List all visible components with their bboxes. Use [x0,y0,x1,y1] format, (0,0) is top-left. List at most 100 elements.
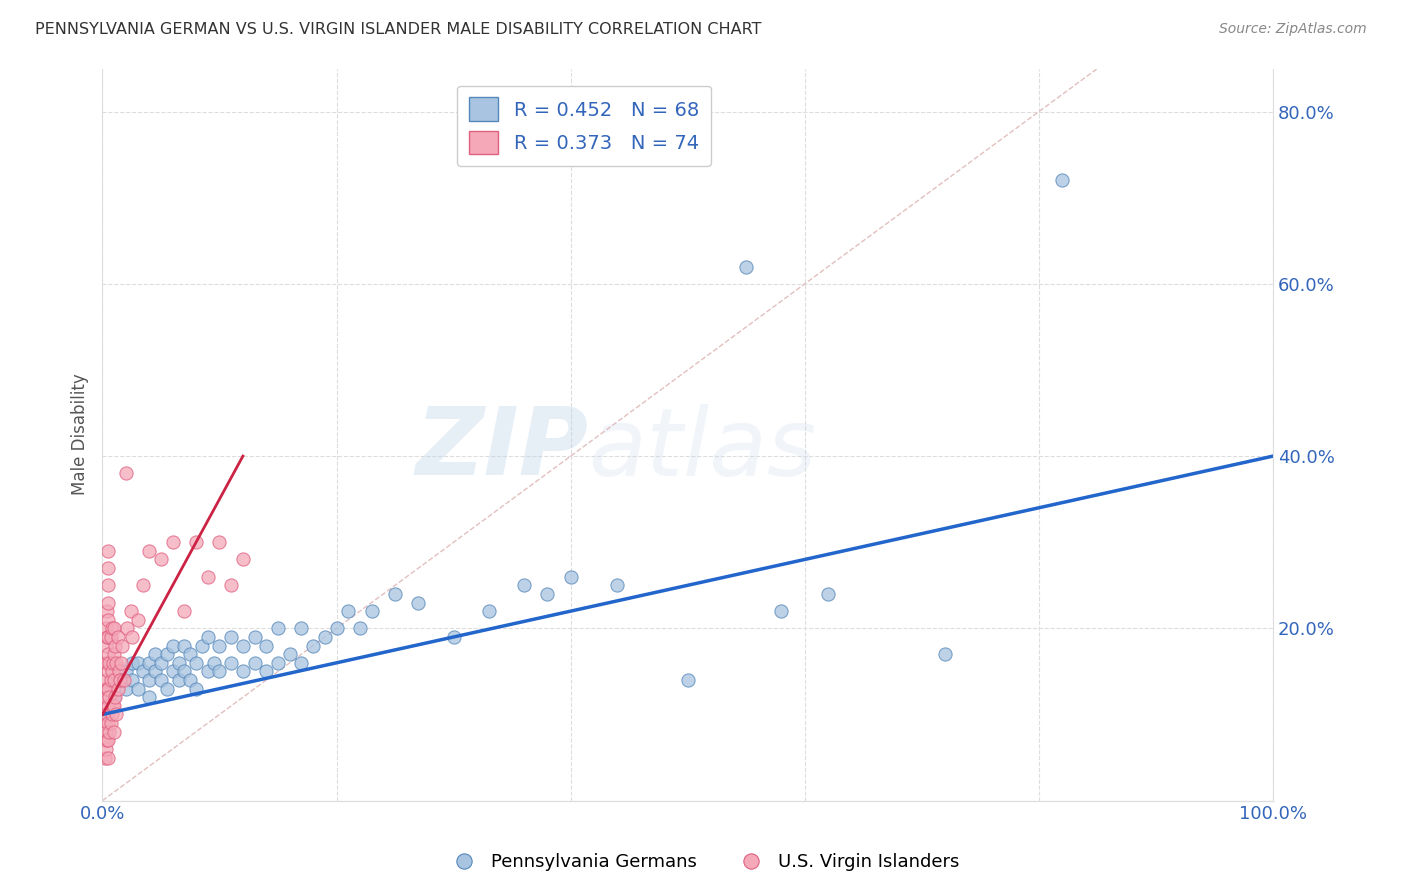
Point [97,750,120,764]
Point [108,665,131,679]
Point [94,698,117,713]
Point [934,647,956,661]
Point [97,698,120,713]
Point [97,733,120,747]
Point [817,587,839,601]
Point [97,665,120,679]
Point [108,673,131,687]
Point [132,578,155,592]
Point [184,535,207,549]
Point [536,587,558,601]
Point [191,639,214,653]
Point [735,260,758,274]
Point [208,665,231,679]
Text: Source: ZipAtlas.com: Source: ZipAtlas.com [1219,22,1367,37]
Point [149,673,172,687]
Point [101,665,124,679]
Point [197,665,219,679]
Point [98,656,121,670]
Point [115,621,138,635]
Point [132,665,155,679]
Point [138,690,160,705]
Point [208,639,231,653]
Point [108,673,131,687]
Point [97,578,120,592]
Point [110,656,132,670]
Point [107,630,129,644]
Point [243,656,266,670]
Point [103,690,125,705]
Point [408,595,430,609]
Point [100,630,122,644]
Point [278,647,301,661]
Point [96,681,118,696]
Point [606,578,628,592]
Point [105,707,128,722]
Point [115,665,138,679]
Point [103,621,125,635]
Point [94,707,117,722]
Point [302,639,325,653]
Point [149,656,172,670]
Point [103,698,125,713]
Point [104,639,127,653]
Point [243,630,266,644]
Point [162,639,184,653]
Point [96,656,118,670]
Point [121,673,143,687]
Point [94,733,117,747]
Point [103,647,125,661]
Point [100,673,122,687]
Point [384,587,406,601]
Point [94,681,117,696]
Point [107,681,129,696]
Point [115,681,138,696]
Point [101,698,124,713]
Point [770,604,793,618]
Point [167,673,190,687]
Point [1052,173,1074,187]
Point [149,552,172,566]
Point [219,630,242,644]
Point [443,630,465,644]
Point [676,673,699,687]
Point [184,681,207,696]
Point [156,681,179,696]
Point [94,742,117,756]
Point [104,690,127,705]
Point [143,665,166,679]
Point [94,639,117,653]
Point [127,681,149,696]
Point [97,630,120,644]
Point [202,656,225,670]
Point [167,656,190,670]
Point [173,604,195,618]
Point [232,639,254,653]
Point [101,707,124,722]
Point [349,621,371,635]
Point [94,673,117,687]
Point [97,681,120,696]
Point [560,570,582,584]
Point [96,707,118,722]
Point [138,544,160,558]
Text: PENNSYLVANIA GERMAN VS U.S. VIRGIN ISLANDER MALE DISABILITY CORRELATION CHART: PENNSYLVANIA GERMAN VS U.S. VIRGIN ISLAN… [35,22,762,37]
Point [314,630,336,644]
Y-axis label: Male Disability: Male Disability [72,374,89,495]
Point [96,733,118,747]
Point [97,561,120,575]
Point [197,630,219,644]
Point [184,656,207,670]
Point [121,630,143,644]
Point [267,656,290,670]
Point [115,467,138,481]
Point [208,535,231,549]
Point [325,621,347,635]
Text: atlas: atlas [588,404,817,495]
Point [173,665,195,679]
Point [103,673,125,687]
Point [138,673,160,687]
Point [219,656,242,670]
Point [478,604,501,618]
Point [101,656,124,670]
